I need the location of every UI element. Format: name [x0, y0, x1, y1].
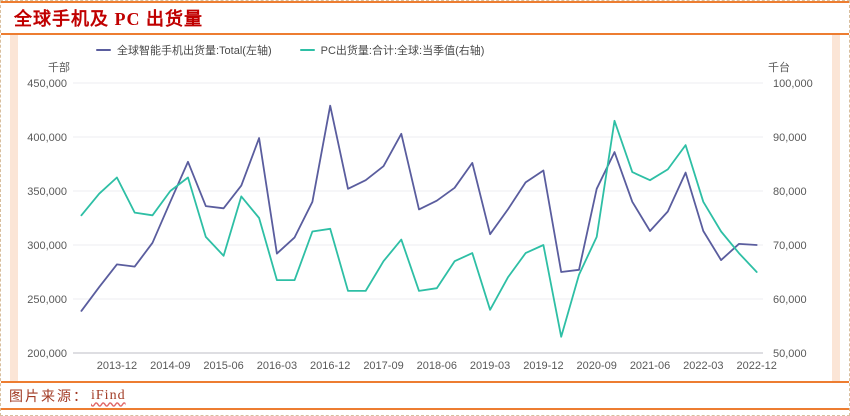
legend-item-smartphone: 全球智能手机出货量:Total(左轴): [96, 42, 272, 58]
svg-text:2013-12: 2013-12: [97, 360, 137, 372]
svg-text:60,000: 60,000: [773, 294, 807, 306]
svg-text:200,000: 200,000: [27, 348, 67, 360]
svg-text:2021-06: 2021-06: [630, 360, 670, 372]
svg-text:2016-03: 2016-03: [257, 360, 297, 372]
svg-text:70,000: 70,000: [773, 240, 807, 252]
legend-item-pc: PC出货量:合计:全球:当季值(右轴): [299, 42, 485, 58]
svg-text:300,000: 300,000: [27, 240, 67, 252]
legend-label-pc: PC出货量:合计:全球:当季值(右轴): [320, 45, 485, 57]
footer-source-value: iFind: [91, 387, 126, 403]
svg-text:350,000: 350,000: [27, 186, 67, 198]
svg-text:2020-09: 2020-09: [577, 360, 617, 372]
svg-text:80,000: 80,000: [773, 186, 807, 198]
svg-text:50,000: 50,000: [773, 348, 807, 360]
footer-source-label: 图片来源：: [9, 389, 89, 405]
chart-section: 全球智能手机出货量:Total(左轴) PC出货量:合计:全球:当季值(右轴) …: [1, 35, 849, 381]
legend-label-smartphone: 全球智能手机出货量:Total(左轴): [117, 45, 272, 57]
smartphone-line-swatch: [96, 49, 111, 51]
svg-text:250,000: 250,000: [27, 294, 67, 306]
svg-text:2015-06: 2015-06: [203, 360, 243, 372]
svg-text:450,000: 450,000: [27, 78, 67, 90]
pc-line-swatch: [299, 49, 315, 51]
left-peach-band: [10, 35, 18, 381]
title-bar: 全球手机及 PC 出货量: [1, 1, 849, 35]
right-peach-band: [832, 35, 840, 381]
chart-plot: 450,000 100,000 400,000 90,000 350,000 80,000…: [27, 78, 813, 372]
svg-text:2022-12: 2022-12: [737, 360, 777, 372]
chart-legend: 全球智能手机出货量:Total(左轴) PC出货量:合计:全球:当季值(右轴): [96, 42, 484, 58]
svg-text:2017-09: 2017-09: [363, 360, 403, 372]
svg-text:2016-12: 2016-12: [310, 360, 350, 372]
svg-text:2019-03: 2019-03: [470, 360, 510, 372]
svg-text:2018-06: 2018-06: [417, 360, 457, 372]
left-axis-unit: 千部: [48, 62, 70, 74]
footer-bar: 图片来源： iFind: [1, 381, 849, 410]
svg-text:2019-12: 2019-12: [523, 360, 563, 372]
svg-text:2022-03: 2022-03: [683, 360, 723, 372]
right-axis-unit: 千台: [768, 62, 790, 74]
svg-text:100,000: 100,000: [773, 78, 813, 90]
page-title: 全球手机及 PC 出货量: [14, 9, 203, 29]
svg-text:2014-09: 2014-09: [150, 360, 190, 372]
svg-text:400,000: 400,000: [27, 132, 67, 144]
svg-text:90,000: 90,000: [773, 132, 807, 144]
